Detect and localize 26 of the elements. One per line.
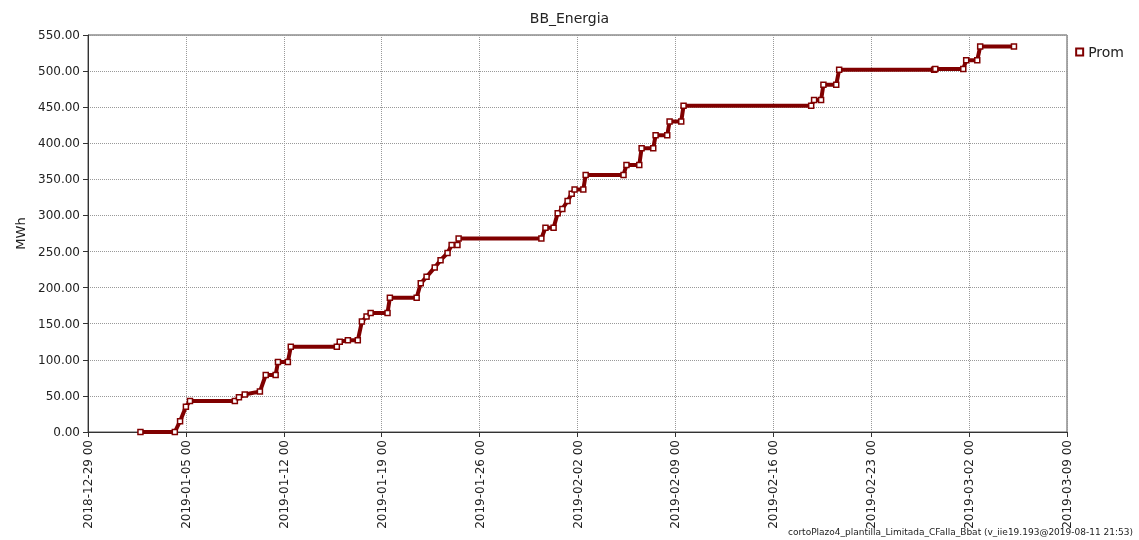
y-tick-label: 300.00 bbox=[38, 208, 80, 223]
y-tick-label: 150.00 bbox=[38, 316, 80, 331]
y-tick-label: 200.00 bbox=[38, 280, 80, 295]
legend-label: Prom bbox=[1088, 44, 1125, 60]
y-axis-title: MWh bbox=[13, 217, 29, 250]
x-tick-label: 2019-02-23 00 bbox=[864, 440, 879, 529]
x-tick-label: 2019-02-02 00 bbox=[570, 440, 585, 529]
y-tick-label: 350.00 bbox=[38, 172, 80, 187]
y-tick-label: 450.00 bbox=[38, 100, 80, 115]
x-tick-label: 2019-01-19 00 bbox=[374, 440, 389, 529]
x-tick-label: 2019-03-09 00 bbox=[1060, 440, 1074, 529]
x-tick-label: 2019-01-05 00 bbox=[178, 440, 193, 529]
y-tick-label: 50.00 bbox=[45, 388, 80, 403]
x-tick-label: 2019-01-26 00 bbox=[472, 440, 487, 529]
x-tick-label: 2019-02-09 00 bbox=[668, 440, 683, 529]
y-tick-label: 0.00 bbox=[53, 425, 80, 439]
chart-title: BB_Energia bbox=[529, 10, 610, 26]
x-tick-label: 2019-01-12 00 bbox=[276, 440, 291, 529]
x-tick-label: 2018-12-29 00 bbox=[81, 440, 95, 529]
y-tick-label: 100.00 bbox=[38, 352, 80, 367]
x-tick-label: 2019-03-02 00 bbox=[962, 440, 977, 529]
y-tick-label: 250.00 bbox=[38, 244, 80, 259]
y-tick-label: 400.00 bbox=[38, 136, 80, 151]
y-tick-label: 500.00 bbox=[38, 64, 80, 79]
y-tick-label: 550.00 bbox=[38, 28, 80, 42]
x-tick-label: 2019-02-16 00 bbox=[766, 440, 781, 529]
